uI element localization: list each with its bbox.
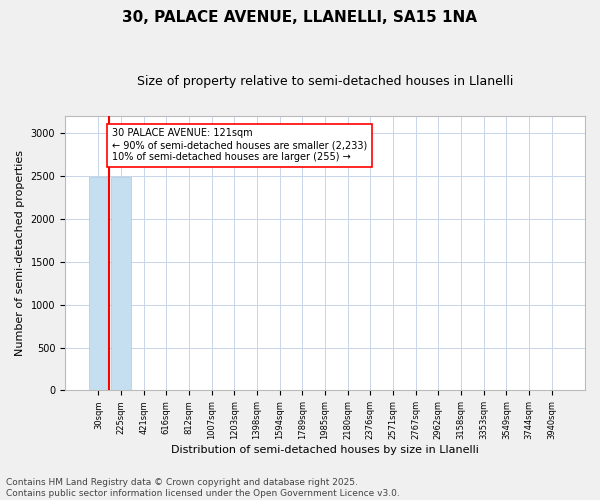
Bar — [89, 176, 108, 390]
Text: 30, PALACE AVENUE, LLANELLI, SA15 1NA: 30, PALACE AVENUE, LLANELLI, SA15 1NA — [122, 10, 478, 25]
Title: Size of property relative to semi-detached houses in Llanelli: Size of property relative to semi-detach… — [137, 75, 513, 88]
Text: 30 PALACE AVENUE: 121sqm
← 90% of semi-detached houses are smaller (2,233)
10% o: 30 PALACE AVENUE: 121sqm ← 90% of semi-d… — [112, 128, 367, 162]
Y-axis label: Number of semi-detached properties: Number of semi-detached properties — [15, 150, 25, 356]
Bar — [112, 176, 131, 390]
X-axis label: Distribution of semi-detached houses by size in Llanelli: Distribution of semi-detached houses by … — [171, 445, 479, 455]
Text: Contains HM Land Registry data © Crown copyright and database right 2025.
Contai: Contains HM Land Registry data © Crown c… — [6, 478, 400, 498]
